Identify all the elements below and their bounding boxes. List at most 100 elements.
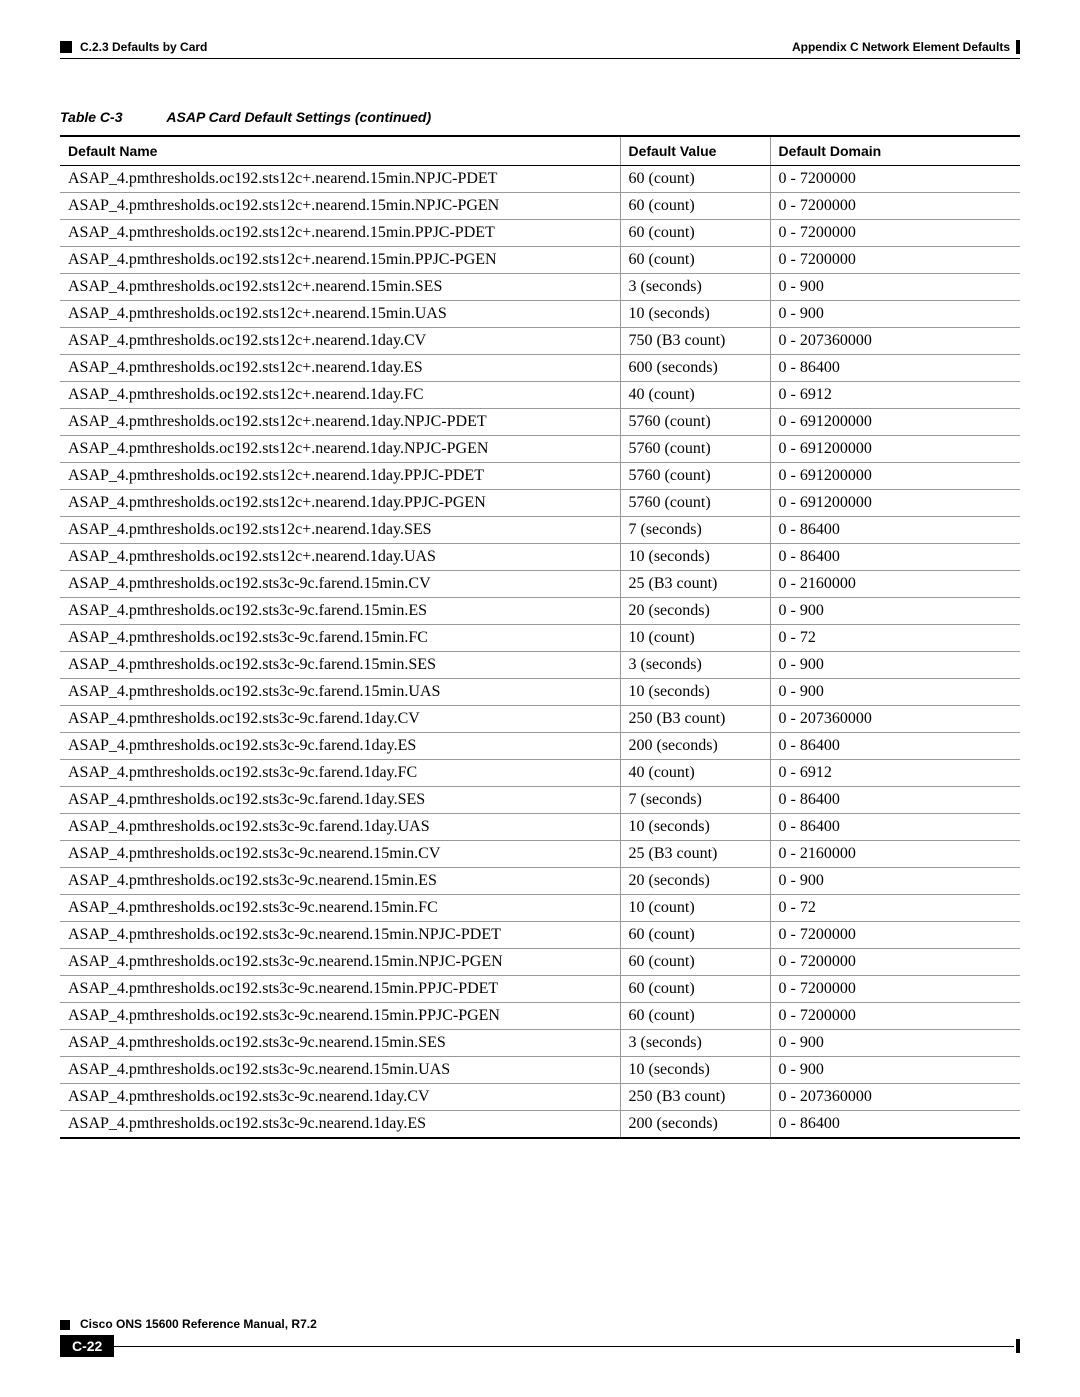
cell-default-name: ASAP_4.pmthresholds.oc192.sts3c-9c.faren…	[60, 733, 620, 760]
cell-default-domain: 0 - 72	[770, 625, 1020, 652]
cell-default-value: 5760 (count)	[620, 463, 770, 490]
table-body: ASAP_4.pmthresholds.oc192.sts12c+.nearen…	[60, 166, 1020, 1139]
table-row: ASAP_4.pmthresholds.oc192.sts3c-9c.neare…	[60, 976, 1020, 1003]
cell-default-domain: 0 - 691200000	[770, 490, 1020, 517]
cell-default-value: 5760 (count)	[620, 436, 770, 463]
table-row: ASAP_4.pmthresholds.oc192.sts3c-9c.faren…	[60, 652, 1020, 679]
cell-default-value: 40 (count)	[620, 760, 770, 787]
table-row: ASAP_4.pmthresholds.oc192.sts3c-9c.faren…	[60, 679, 1020, 706]
table-row: ASAP_4.pmthresholds.oc192.sts3c-9c.faren…	[60, 733, 1020, 760]
cell-default-value: 10 (seconds)	[620, 814, 770, 841]
cell-default-domain: 0 - 7200000	[770, 220, 1020, 247]
cell-default-domain: 0 - 900	[770, 1030, 1020, 1057]
table-row: ASAP_4.pmthresholds.oc192.sts3c-9c.faren…	[60, 706, 1020, 733]
cell-default-domain: 0 - 2160000	[770, 841, 1020, 868]
table-row: ASAP_4.pmthresholds.oc192.sts3c-9c.neare…	[60, 1057, 1020, 1084]
cell-default-value: 10 (count)	[620, 625, 770, 652]
cell-default-value: 25 (B3 count)	[620, 571, 770, 598]
table-row: ASAP_4.pmthresholds.oc192.sts3c-9c.faren…	[60, 787, 1020, 814]
cell-default-domain: 0 - 900	[770, 652, 1020, 679]
cell-default-domain: 0 - 7200000	[770, 166, 1020, 193]
cell-default-value: 3 (seconds)	[620, 274, 770, 301]
cell-default-domain: 0 - 691200000	[770, 409, 1020, 436]
table-row: ASAP_4.pmthresholds.oc192.sts3c-9c.neare…	[60, 922, 1020, 949]
cell-default-domain: 0 - 7200000	[770, 193, 1020, 220]
cell-default-value: 60 (count)	[620, 976, 770, 1003]
header-rule	[60, 58, 1020, 59]
cell-default-name: ASAP_4.pmthresholds.oc192.sts3c-9c.faren…	[60, 679, 620, 706]
cell-default-name: ASAP_4.pmthresholds.oc192.sts3c-9c.neare…	[60, 1084, 620, 1111]
cell-default-domain: 0 - 207360000	[770, 1084, 1020, 1111]
table-row: ASAP_4.pmthresholds.oc192.sts12c+.nearen…	[60, 166, 1020, 193]
cell-default-domain: 0 - 86400	[770, 1111, 1020, 1139]
table-row: ASAP_4.pmthresholds.oc192.sts3c-9c.neare…	[60, 1030, 1020, 1057]
cell-default-domain: 0 - 691200000	[770, 436, 1020, 463]
cell-default-domain: 0 - 900	[770, 868, 1020, 895]
cell-default-value: 10 (seconds)	[620, 301, 770, 328]
table-row: ASAP_4.pmthresholds.oc192.sts12c+.nearen…	[60, 544, 1020, 571]
cell-default-domain: 0 - 207360000	[770, 706, 1020, 733]
table-row: ASAP_4.pmthresholds.oc192.sts3c-9c.neare…	[60, 1084, 1020, 1111]
cell-default-value: 250 (B3 count)	[620, 706, 770, 733]
cell-default-name: ASAP_4.pmthresholds.oc192.sts12c+.nearen…	[60, 220, 620, 247]
header-section-right: Appendix C Network Element Defaults	[792, 40, 1010, 54]
cell-default-domain: 0 - 2160000	[770, 571, 1020, 598]
cell-default-domain: 0 - 900	[770, 598, 1020, 625]
table-number: Table C-3	[60, 109, 123, 125]
cell-default-name: ASAP_4.pmthresholds.oc192.sts12c+.nearen…	[60, 301, 620, 328]
cell-default-domain: 0 - 72	[770, 895, 1020, 922]
cell-default-name: ASAP_4.pmthresholds.oc192.sts3c-9c.neare…	[60, 895, 620, 922]
cell-default-domain: 0 - 7200000	[770, 949, 1020, 976]
table-row: ASAP_4.pmthresholds.oc192.sts3c-9c.faren…	[60, 625, 1020, 652]
cell-default-name: ASAP_4.pmthresholds.oc192.sts12c+.nearen…	[60, 544, 620, 571]
cell-default-domain: 0 - 691200000	[770, 463, 1020, 490]
cell-default-value: 10 (seconds)	[620, 544, 770, 571]
cell-default-name: ASAP_4.pmthresholds.oc192.sts3c-9c.neare…	[60, 1030, 620, 1057]
cell-default-value: 40 (count)	[620, 382, 770, 409]
cell-default-name: ASAP_4.pmthresholds.oc192.sts3c-9c.faren…	[60, 571, 620, 598]
page-header: C.2.3 Defaults by Card Appendix C Networ…	[60, 40, 1020, 54]
table-row: ASAP_4.pmthresholds.oc192.sts12c+.nearen…	[60, 220, 1020, 247]
cell-default-domain: 0 - 900	[770, 301, 1020, 328]
cell-default-domain: 0 - 86400	[770, 787, 1020, 814]
cell-default-value: 60 (count)	[620, 1003, 770, 1030]
table-row: ASAP_4.pmthresholds.oc192.sts12c+.nearen…	[60, 247, 1020, 274]
col-header-value: Default Value	[620, 136, 770, 166]
cell-default-value: 5760 (count)	[620, 409, 770, 436]
cell-default-domain: 0 - 900	[770, 1057, 1020, 1084]
cell-default-value: 5760 (count)	[620, 490, 770, 517]
cell-default-name: ASAP_4.pmthresholds.oc192.sts12c+.nearen…	[60, 355, 620, 382]
cell-default-value: 3 (seconds)	[620, 1030, 770, 1057]
cell-default-name: ASAP_4.pmthresholds.oc192.sts3c-9c.neare…	[60, 949, 620, 976]
cell-default-value: 10 (seconds)	[620, 1057, 770, 1084]
cell-default-name: ASAP_4.pmthresholds.oc192.sts3c-9c.faren…	[60, 706, 620, 733]
cell-default-value: 60 (count)	[620, 220, 770, 247]
cell-default-value: 60 (count)	[620, 166, 770, 193]
page-number-badge: C-22	[60, 1335, 114, 1357]
cell-default-name: ASAP_4.pmthresholds.oc192.sts12c+.nearen…	[60, 247, 620, 274]
table-header-row: Default Name Default Value Default Domai…	[60, 136, 1020, 166]
cell-default-value: 3 (seconds)	[620, 652, 770, 679]
footer-square-icon	[60, 1320, 70, 1330]
cell-default-value: 750 (B3 count)	[620, 328, 770, 355]
table-row: ASAP_4.pmthresholds.oc192.sts12c+.nearen…	[60, 517, 1020, 544]
cell-default-name: ASAP_4.pmthresholds.oc192.sts3c-9c.faren…	[60, 760, 620, 787]
footer-title-line: Cisco ONS 15600 Reference Manual, R7.2	[60, 1317, 1020, 1331]
table-row: ASAP_4.pmthresholds.oc192.sts3c-9c.neare…	[60, 841, 1020, 868]
cell-default-name: ASAP_4.pmthresholds.oc192.sts12c+.nearen…	[60, 517, 620, 544]
table-title: ASAP Card Default Settings (continued)	[166, 109, 431, 125]
cell-default-name: ASAP_4.pmthresholds.oc192.sts12c+.nearen…	[60, 382, 620, 409]
cell-default-value: 200 (seconds)	[620, 1111, 770, 1139]
cell-default-value: 7 (seconds)	[620, 787, 770, 814]
footer-manual-title: Cisco ONS 15600 Reference Manual, R7.2	[80, 1317, 317, 1331]
header-square-icon	[60, 41, 72, 53]
cell-default-name: ASAP_4.pmthresholds.oc192.sts3c-9c.neare…	[60, 1111, 620, 1139]
footer-rule	[114, 1346, 1014, 1347]
cell-default-value: 7 (seconds)	[620, 517, 770, 544]
defaults-table: Default Name Default Value Default Domai…	[60, 135, 1020, 1139]
table-row: ASAP_4.pmthresholds.oc192.sts12c+.nearen…	[60, 463, 1020, 490]
cell-default-name: ASAP_4.pmthresholds.oc192.sts3c-9c.neare…	[60, 1003, 620, 1030]
cell-default-name: ASAP_4.pmthresholds.oc192.sts12c+.nearen…	[60, 193, 620, 220]
cell-default-name: ASAP_4.pmthresholds.oc192.sts12c+.nearen…	[60, 490, 620, 517]
cell-default-name: ASAP_4.pmthresholds.oc192.sts12c+.nearen…	[60, 274, 620, 301]
